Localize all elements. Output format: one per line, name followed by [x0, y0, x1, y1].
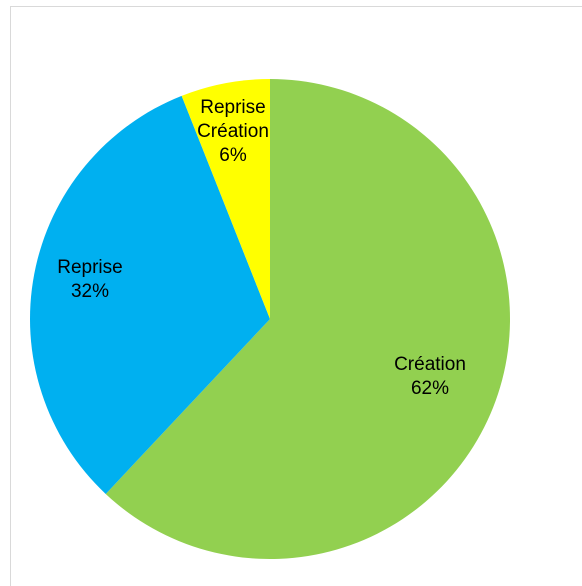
pie-chart: Création 62% Reprise 32% Reprise Création 6% — [29, 79, 511, 559]
pie-slice-reprise-creation — [181, 79, 270, 319]
pie-slices — [29, 79, 511, 559]
pie-slice-creation — [105, 79, 511, 559]
pie-labels: Création 62% Reprise 32% Reprise Création 6% — [57, 97, 466, 399]
pie-slice-reprise — [29, 95, 271, 494]
data-label-reprise: Reprise 32% — [57, 257, 122, 302]
chart-frame — [10, 6, 582, 586]
data-label-reprise-creation: Reprise Création 6% — [197, 97, 269, 166]
data-label-creation: Création 62% — [394, 354, 466, 399]
